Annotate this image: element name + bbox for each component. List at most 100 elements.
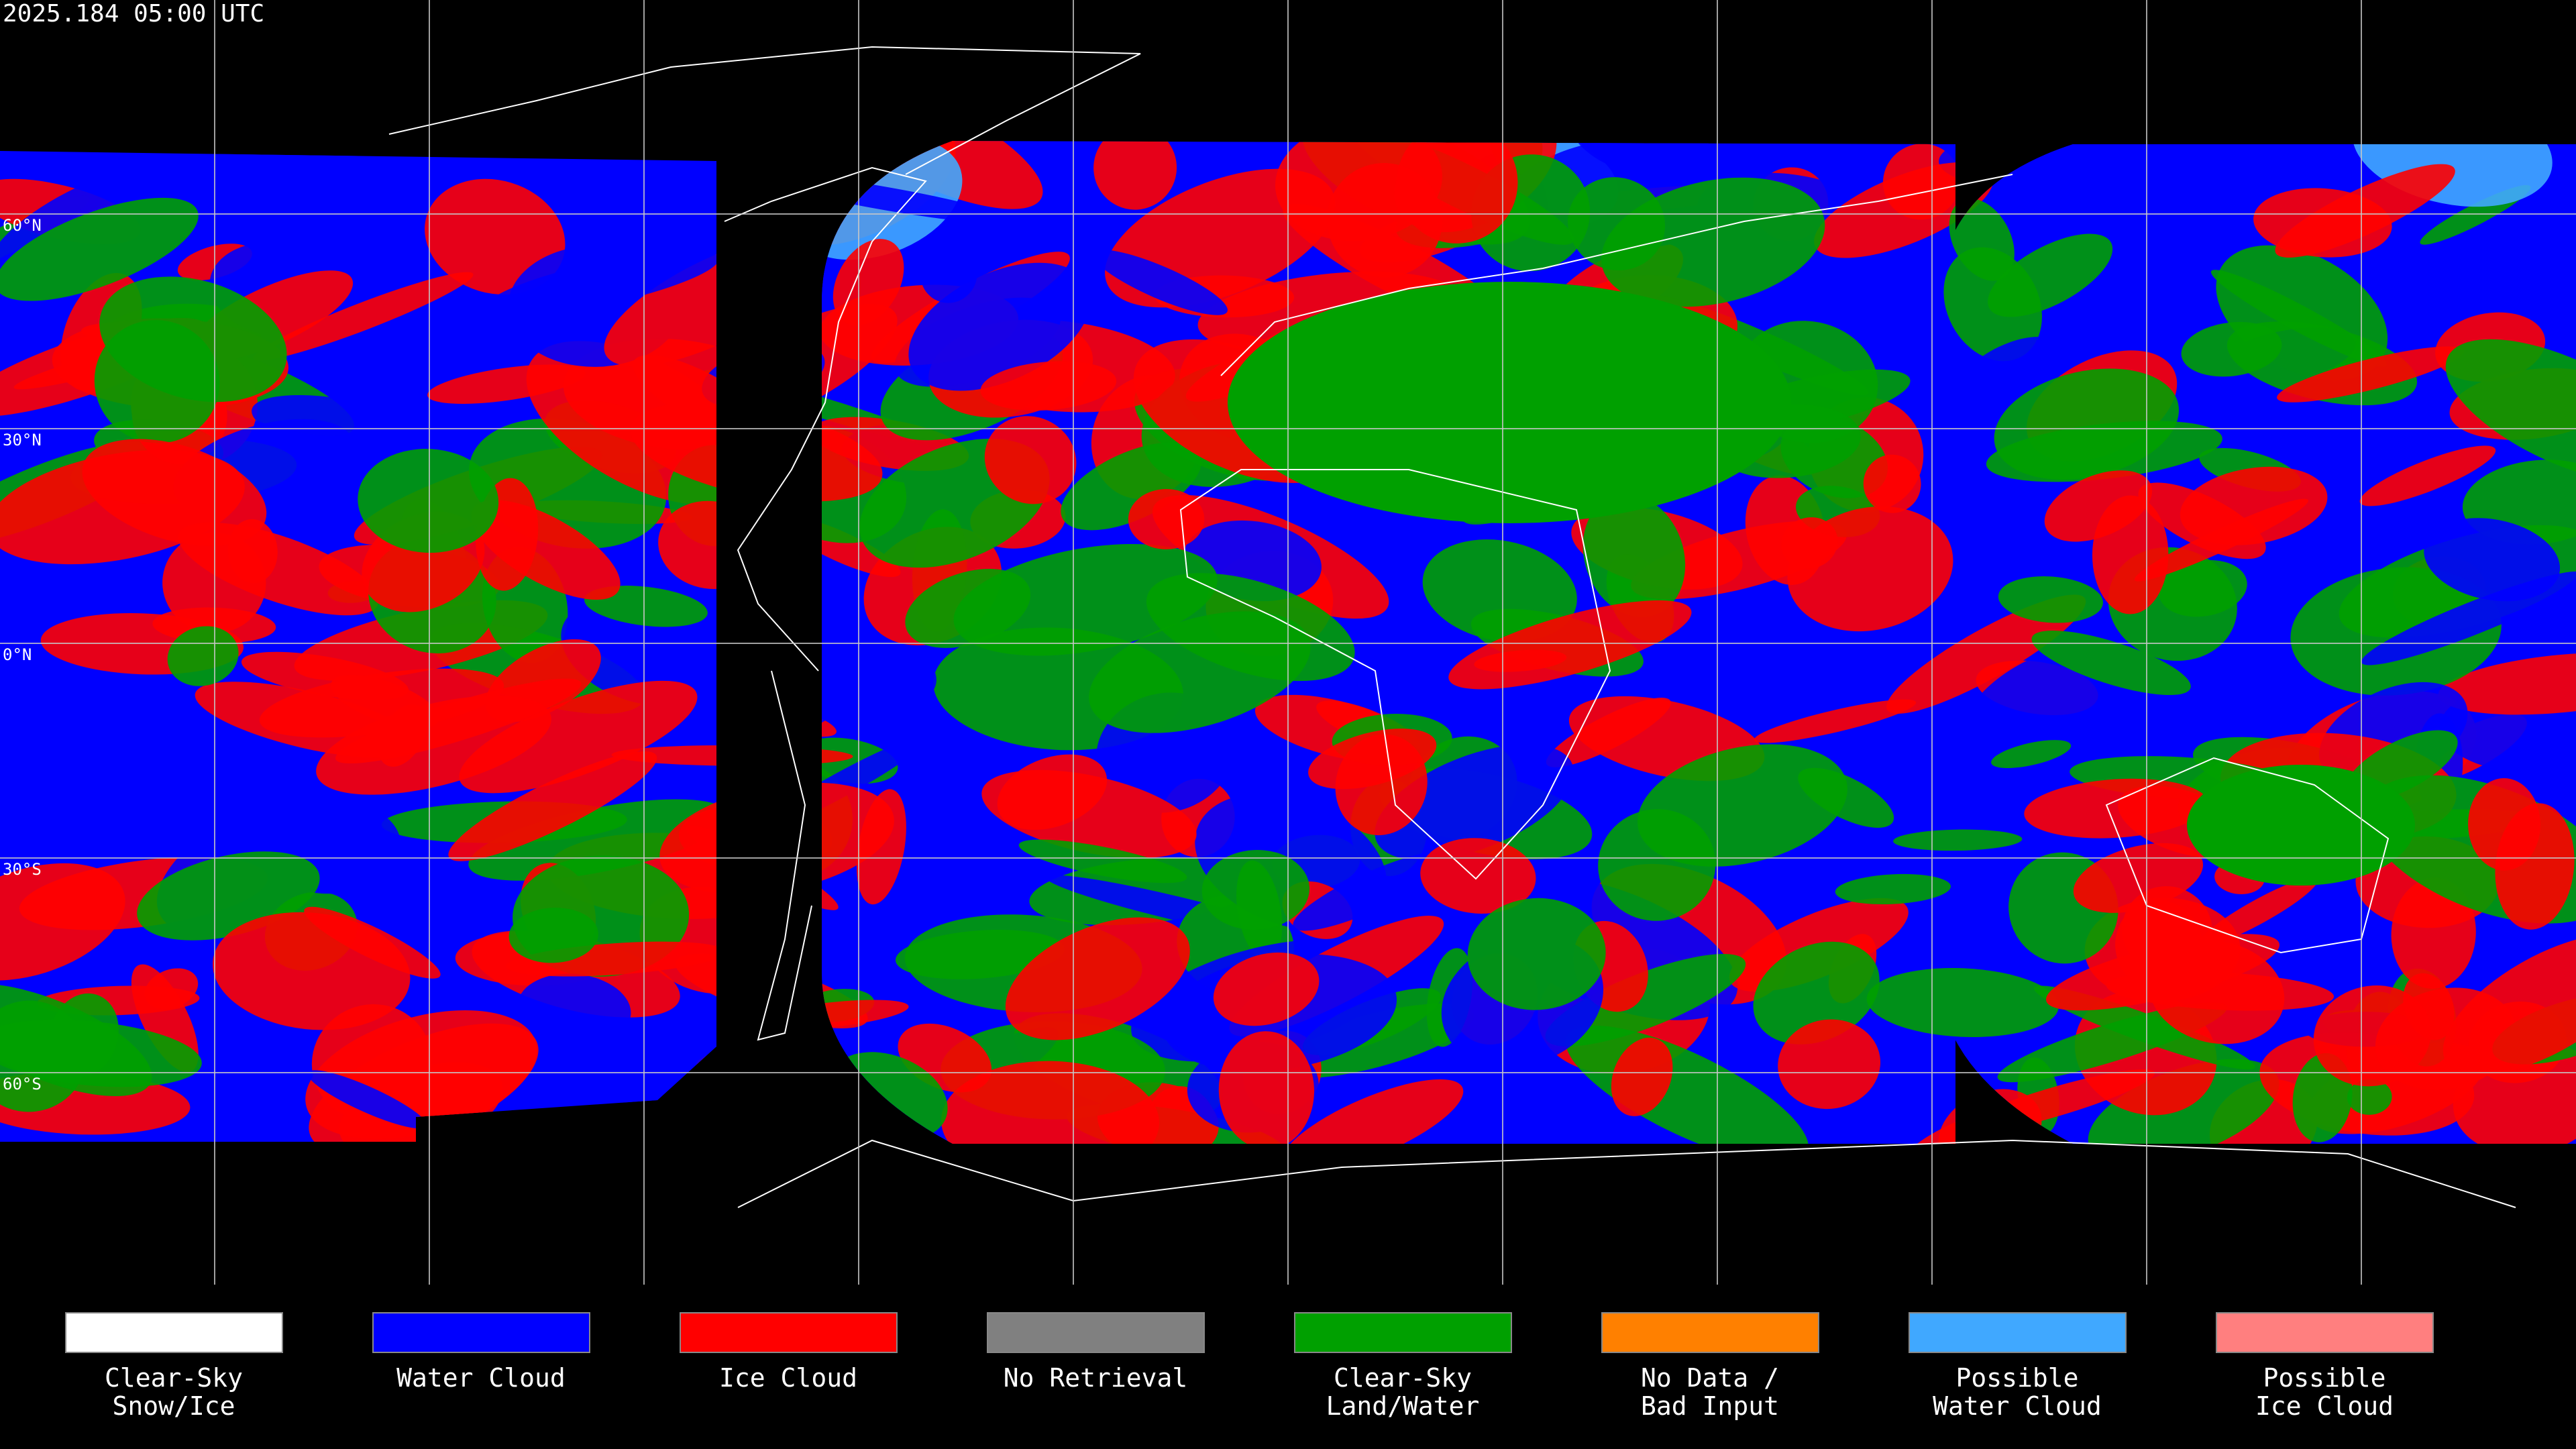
cloud-blob xyxy=(1093,250,1228,315)
cloud-blob xyxy=(48,993,119,1078)
cloud-blob xyxy=(1638,744,1847,867)
latitude-label: 30°S xyxy=(3,860,42,879)
coastline xyxy=(737,1139,2516,1208)
latitude-label: 30°N xyxy=(3,431,42,449)
coastlines xyxy=(388,46,2516,1208)
legend-label: No Data / xyxy=(1641,1363,1779,1393)
cloud-blob xyxy=(350,1116,398,1137)
legend-label: No Retrieval xyxy=(1004,1363,1188,1393)
cloud-blob xyxy=(1998,576,2103,623)
cloud-blob xyxy=(1582,494,1686,617)
cloud-blob xyxy=(2253,188,2392,258)
coastline xyxy=(388,46,1141,175)
cloud-blob xyxy=(1218,1031,1315,1144)
cloud-blob xyxy=(259,668,504,738)
legend-label: Clear-Sky xyxy=(1334,1363,1472,1393)
legend-swatch xyxy=(680,1312,898,1353)
coastline xyxy=(2105,757,2390,954)
cloud-blob xyxy=(2391,877,2476,989)
cloud-blob xyxy=(1611,1037,1673,1116)
cloud-blob xyxy=(1448,600,1692,690)
timestamp: 2025.184 05:00 UTC xyxy=(3,0,264,28)
cloud-blob xyxy=(2277,346,2465,402)
legend-label: Land/Water xyxy=(1326,1391,1480,1421)
cloud-blob xyxy=(2138,482,2266,559)
cloud-blob xyxy=(984,416,1077,504)
legend-label: Bad Input xyxy=(1641,1391,1779,1421)
cloud-blob xyxy=(1335,734,1428,836)
legend-swatch xyxy=(372,1312,590,1353)
latitude-label: 60°S xyxy=(3,1075,42,1093)
cloud-blob xyxy=(82,439,267,546)
cloud-blob xyxy=(1753,941,1880,1044)
cloud-blob xyxy=(0,197,199,301)
legend-label: Water Cloud xyxy=(396,1363,566,1393)
coastline xyxy=(724,166,927,672)
cloud-blob xyxy=(1863,454,1921,513)
cloud-blob xyxy=(1835,873,1951,905)
cloud-blob xyxy=(1778,1019,1881,1110)
cloud-blob xyxy=(2443,934,2576,1076)
cloud-blob xyxy=(2159,559,2247,617)
cloud-blob xyxy=(584,586,708,627)
cloud-blob xyxy=(941,1061,1159,1144)
cloud-blob xyxy=(1988,233,2113,317)
cloud-blob xyxy=(468,799,729,881)
cloud-blob xyxy=(484,250,719,317)
cloud-blob xyxy=(99,276,287,402)
cloud-blob xyxy=(1754,699,1917,743)
cloud-blob xyxy=(1893,829,2023,851)
cloud-blob xyxy=(213,912,411,1030)
legend-swatch xyxy=(1601,1312,1819,1353)
cloud-blob xyxy=(517,973,631,1045)
cloud-blob xyxy=(2073,843,2204,913)
cloud-blob xyxy=(1886,594,2086,714)
cloud-blob xyxy=(2495,803,2575,930)
legend-label: Possible xyxy=(1955,1363,2078,1393)
land-region xyxy=(2187,765,2415,885)
cloud-blob xyxy=(425,178,566,295)
cloud-blob xyxy=(980,361,1117,411)
cloud-blob xyxy=(508,908,598,963)
cloud-blob xyxy=(1994,368,2180,480)
cloud-blob xyxy=(1866,967,2059,1038)
cloud-blob xyxy=(1807,1055,1937,1134)
cloud-blob xyxy=(2313,985,2431,1087)
cloud-blob xyxy=(1005,917,1190,1040)
cloud-blob xyxy=(2115,900,2203,991)
cloud-blob xyxy=(253,272,474,361)
cloud-blob xyxy=(167,626,239,686)
cloud-blob xyxy=(1327,162,1443,278)
cloud-blob xyxy=(1991,740,2072,768)
legend-label: Ice Cloud xyxy=(2255,1391,2394,1421)
cloud-blob xyxy=(1601,177,1825,307)
cloud-blob xyxy=(307,1070,427,1129)
legend-label: Ice Cloud xyxy=(719,1363,857,1393)
cloud-blob xyxy=(2445,339,2576,483)
cloud-blob xyxy=(1422,539,1577,642)
coastline xyxy=(757,670,812,1041)
cloud-blob xyxy=(1128,489,1205,549)
cloud-blob xyxy=(1569,141,1662,172)
cloud-blob xyxy=(0,863,125,981)
legend-swatch xyxy=(987,1312,1205,1353)
cloud-blob xyxy=(1018,839,1187,883)
cloud-blob xyxy=(1089,611,1311,733)
cloud-blob xyxy=(252,395,456,464)
cloud-blob xyxy=(953,543,1218,656)
cloud-blob xyxy=(2031,631,2191,696)
legend-swatch xyxy=(1909,1312,2127,1353)
cloud-blob xyxy=(2210,270,2387,367)
cloud-blob xyxy=(358,449,499,553)
cloud-blob xyxy=(459,680,698,794)
coastline xyxy=(1179,469,1611,880)
legend-label: Water Cloud xyxy=(1933,1391,2102,1421)
legend-swatch xyxy=(1294,1312,1512,1353)
cloud-blob xyxy=(1093,141,1177,210)
cloud-blob xyxy=(1814,162,1994,258)
cloud-blob xyxy=(1545,953,1746,1046)
legend-swatch xyxy=(65,1312,283,1353)
